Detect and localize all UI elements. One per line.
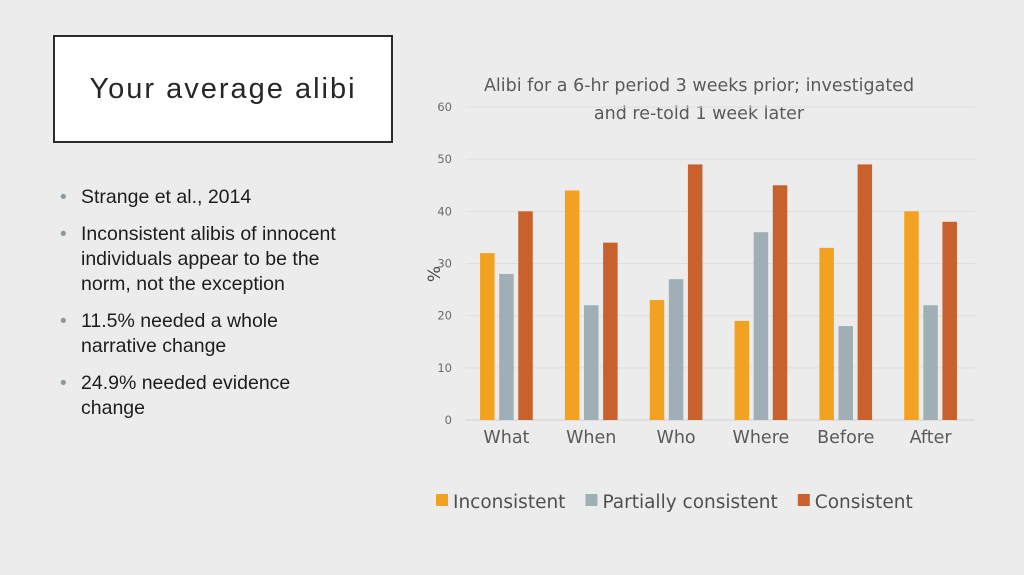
x-tick-label: When [566,428,616,448]
bullet-item: • Inconsistent alibis of innocent individ… [60,222,350,297]
bar [687,164,703,420]
bullet-dot-icon: • [60,311,67,332]
y-axis-label: % [425,266,445,282]
bullet-text: Inconsistent alibis of innocent individu… [81,223,336,295]
bullet-dot-icon: • [60,187,67,208]
y-tick-label: 40 [437,204,452,218]
bar [734,320,750,420]
bar [923,305,938,420]
x-tick-label: Where [733,428,790,448]
legend-label: Partially consistent [602,492,777,513]
bullet-item: • 11.5% needed a whole narrative change [60,309,350,359]
legend-swatch [585,494,598,506]
legend-label: Inconsistent [453,492,565,513]
bar [564,190,580,420]
bullet-text: 24.9% needed evidence change [81,372,291,419]
bullet-item: • 24.9% needed evidence change [60,371,350,421]
bullet-item: • Strange et al., 2014 [60,185,350,210]
bar [518,211,533,420]
y-tick-label: 10 [437,361,452,375]
x-tick-label: Before [817,428,874,448]
x-tick-label: After [910,428,953,448]
y-tick-label: 60 [437,100,452,114]
x-tick-label: Who [657,428,696,448]
bar [584,305,599,420]
slide-title: Your average alibi [89,72,357,105]
bar [904,211,919,420]
bar [649,300,665,420]
y-tick-label: 0 [445,413,452,427]
bar [668,279,684,420]
legend-swatch [797,494,810,506]
slide-title-box: Your average alibi [53,35,393,143]
chart-title: Alibi for a 6-hr period 3 weeks prior; i… [483,76,915,124]
bullet-dot-icon: • [60,224,67,245]
bar [838,326,853,420]
bullet-dot-icon: • [60,373,67,394]
bar [772,185,788,420]
bar [499,273,514,420]
bar [819,247,834,420]
bar [857,164,873,420]
y-tick-label: 30 [437,257,452,271]
bar [753,232,769,420]
bullet-list: • Strange et al., 2014 • Inconsistent alib… [60,185,350,433]
bar [942,221,957,420]
bar [480,253,495,420]
y-tick-label: 50 [437,152,452,166]
bullet-text: Strange et al., 2014 [81,186,252,208]
legend-label: Consistent [815,492,913,513]
y-tick-label: 20 [437,309,452,323]
bullet-text: 11.5% needed a whole narrative change [81,310,278,357]
legend-swatch [436,494,448,506]
bar [603,242,618,420]
x-tick-label: What [483,428,529,448]
